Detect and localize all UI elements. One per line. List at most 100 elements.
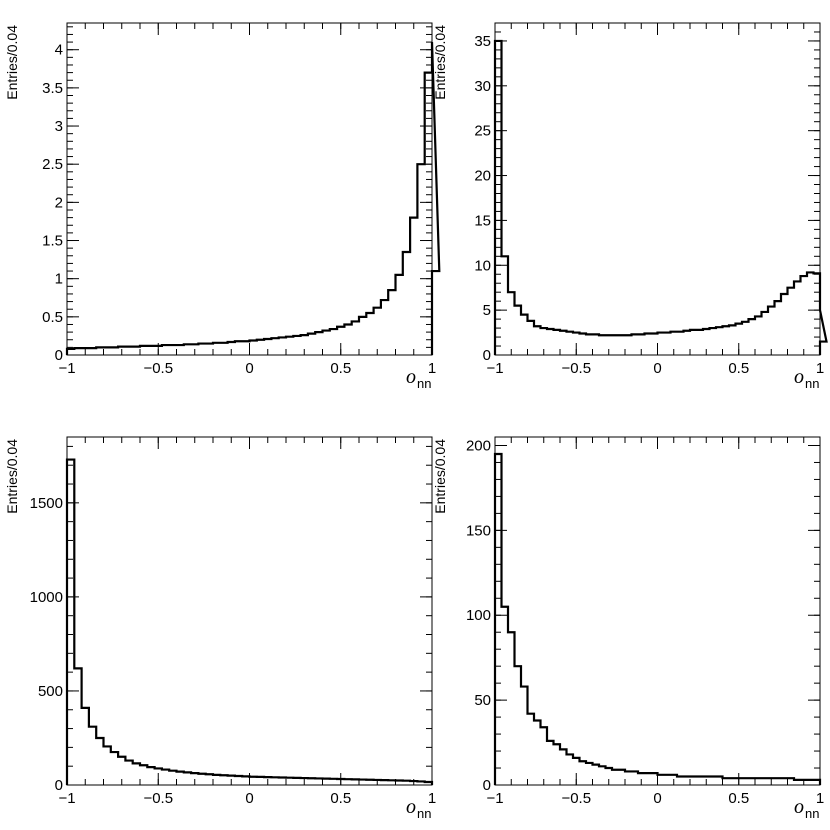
histogram-bin (162, 770, 169, 785)
histogram-bin (323, 779, 330, 785)
histogram-bin (286, 337, 293, 355)
x-tick-label: 0 (245, 360, 253, 377)
histogram-bin (593, 765, 600, 785)
histogram-bin (697, 330, 704, 355)
y-tick-label: 10 (474, 257, 491, 274)
histogram-bin (220, 775, 227, 785)
histogram-bin (664, 775, 671, 785)
histogram-bin (612, 335, 619, 355)
y-axis-label: Entries/0.04 (4, 25, 20, 100)
x-tick-label: 1 (816, 790, 824, 807)
x-tick-label: −0.5 (561, 790, 591, 807)
x-tick-label: 1 (816, 360, 824, 377)
histogram-bin (330, 779, 337, 785)
y-axis-label: Entries/0.04 (4, 439, 20, 514)
x-tick-label: 1 (428, 360, 436, 377)
histogram-bin (690, 330, 697, 355)
histogram-bin (742, 778, 749, 785)
histogram-bin (593, 334, 600, 355)
histogram-bin (723, 778, 730, 785)
histogram-bin (352, 779, 359, 785)
y-tick-label: 4 (55, 42, 63, 59)
histogram-bin (697, 777, 704, 785)
x-axis-label-subscript: nn (417, 376, 431, 391)
histogram-bin (690, 777, 697, 785)
histogram-bin (534, 326, 541, 355)
histogram-bin (762, 312, 769, 355)
histogram-bin (257, 777, 264, 785)
histogram-bin (308, 778, 315, 785)
histogram-bin (293, 778, 300, 785)
histogram-bin (198, 344, 205, 355)
x-tick-label: 1 (428, 790, 436, 807)
histogram-bin (788, 778, 795, 785)
histogram-bin (651, 773, 658, 785)
y-tick-label: 1500 (30, 495, 63, 512)
plot-frame-top-right (494, 22, 821, 356)
histogram-bin (684, 777, 691, 785)
y-tick-label: 0.5 (42, 309, 63, 326)
y-tick-label: 1 (55, 271, 63, 288)
x-axis-label-subscript: nn (417, 806, 431, 821)
histogram-bin (425, 73, 432, 355)
histogram-bin (206, 344, 213, 355)
histogram-bin (625, 771, 632, 785)
histogram-bin (814, 780, 821, 785)
y-tick-label: 1.5 (42, 233, 63, 250)
y-tick-label: 50 (474, 692, 491, 709)
histogram-bin (330, 329, 337, 355)
histogram-bin (417, 781, 424, 785)
histogram-bin (599, 766, 606, 785)
histogram-bin (169, 345, 176, 355)
histogram-bin (560, 331, 567, 355)
histogram-bin (74, 668, 81, 785)
histogram-series-bottom-left (65, 458, 434, 785)
histogram-bin (528, 714, 535, 785)
histogram-series-top-left (65, 42, 441, 355)
histogram-bin (198, 774, 205, 785)
histogram-bin (177, 772, 184, 785)
histogram-bin (388, 290, 395, 355)
histogram-bin (807, 272, 814, 355)
histogram-bin (111, 347, 118, 355)
x-axis-label: o (406, 796, 416, 818)
histogram-bin (684, 331, 691, 355)
histogram-bin (184, 772, 191, 785)
histogram-bin (755, 778, 762, 785)
histogram-bin (396, 275, 403, 355)
histogram-bin (775, 778, 782, 785)
histogram-bin (257, 340, 264, 355)
histogram-bin (82, 708, 89, 785)
histogram-bin (508, 292, 515, 355)
histogram-bin (515, 306, 522, 355)
histogram-bin (632, 771, 639, 785)
histogram-bin (213, 343, 220, 355)
histogram-bin (89, 348, 96, 355)
histogram-bin (547, 741, 554, 785)
x-tick-label: −0.5 (561, 360, 591, 377)
histogram-bin (104, 347, 111, 355)
histogram-bin (242, 341, 249, 355)
x-axis-label-subscript: nn (805, 806, 819, 821)
x-axis-label: o (794, 796, 804, 818)
histogram-bin (710, 777, 717, 785)
histogram-bin (554, 330, 561, 355)
x-tick-label: −1 (58, 360, 75, 377)
histogram-bin (344, 324, 351, 355)
y-tick-label: 100 (466, 607, 491, 624)
histogram-bin (279, 777, 286, 785)
x-tick-label: 0.5 (330, 790, 351, 807)
histogram-bin (403, 252, 410, 355)
plot-frame-top-left (66, 22, 433, 356)
histogram-bin (716, 327, 723, 355)
histogram-bin (396, 780, 403, 785)
histogram-bin (632, 334, 639, 355)
y-axis-label: Entries/0.04 (432, 439, 448, 514)
histogram-bin (625, 335, 632, 355)
histogram-bin (645, 333, 652, 355)
y-tick-label: 2.5 (42, 156, 63, 173)
histogram-bin (775, 301, 782, 355)
histogram-bin (111, 752, 118, 785)
histogram-bin (147, 767, 154, 785)
